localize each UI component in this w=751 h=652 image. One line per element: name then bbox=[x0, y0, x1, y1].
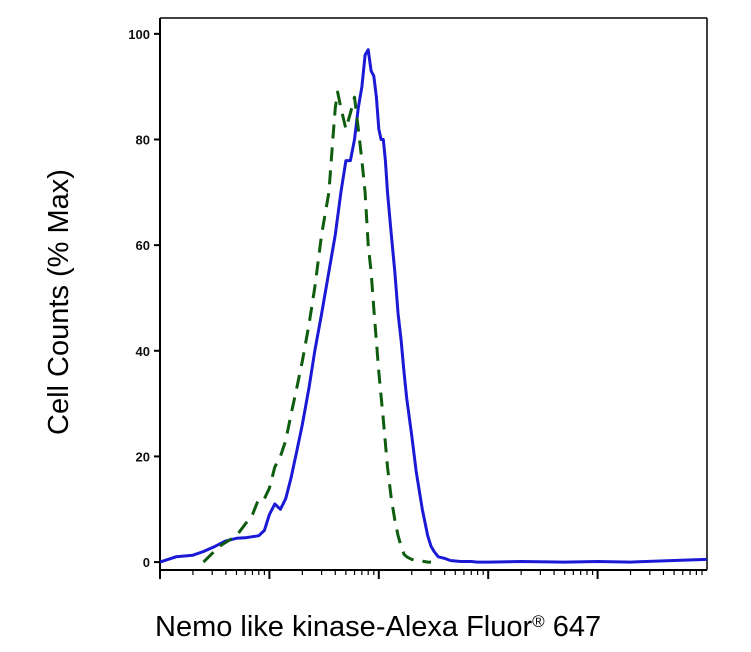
series-layer bbox=[159, 48, 708, 564]
x-ticks bbox=[159, 570, 703, 579]
x-axis-title-main: Nemo like kinase-Alexa Fluor bbox=[155, 611, 532, 643]
x-axis-title: Nemo like kinase-Alexa Fluor® 647 bbox=[155, 611, 601, 643]
y-tick-label: 100 bbox=[128, 27, 150, 42]
dashed-series-line bbox=[202, 90, 431, 564]
plot-frame bbox=[159, 17, 708, 571]
x-axis-title-sup: ® bbox=[532, 612, 545, 631]
solid-series-line bbox=[159, 48, 708, 564]
y-tick-label: 80 bbox=[136, 132, 150, 147]
y-ticks: 0 20 40 60 80 100 bbox=[128, 27, 160, 570]
y-axis-title: Cell Counts (% Max) bbox=[43, 169, 75, 435]
x-axis-title-tail: 647 bbox=[545, 611, 601, 643]
y-tick-label: 40 bbox=[136, 344, 150, 359]
y-tick-label: 20 bbox=[136, 449, 150, 464]
y-tick-label: 60 bbox=[136, 238, 150, 253]
y-tick-label: 0 bbox=[143, 555, 150, 570]
